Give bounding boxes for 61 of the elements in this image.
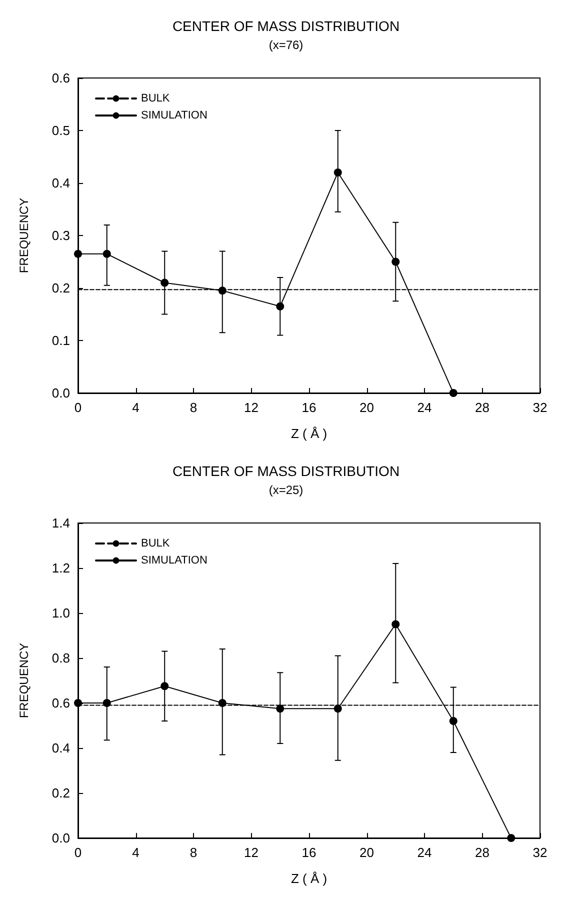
point xyxy=(449,717,458,725)
x-tick-label: 4 xyxy=(132,845,140,860)
point xyxy=(102,699,111,707)
y-tick-label: 1.4 xyxy=(52,516,70,530)
x-tick-label: 16 xyxy=(302,845,316,860)
y-tick-label: 0.3 xyxy=(52,228,70,243)
x-tick-label: 0 xyxy=(74,845,82,860)
point xyxy=(449,389,458,397)
x-axis-title: Z ( Å ) xyxy=(290,426,328,441)
y-tick-label: 0.4 xyxy=(52,740,70,756)
x-tick-label: 12 xyxy=(244,400,258,415)
point xyxy=(276,302,284,310)
y-tick-label: 0.2 xyxy=(52,280,70,296)
y-tick-label: 0.0 xyxy=(52,386,70,400)
x-tick-label: 24 xyxy=(417,400,432,415)
y-tick-label: 0.8 xyxy=(52,650,70,666)
point xyxy=(160,278,169,287)
chart-title: CENTER OF MASS DISTRIBUTION xyxy=(172,463,400,479)
point xyxy=(334,168,342,176)
x-tick-label: 8 xyxy=(190,845,198,860)
point xyxy=(160,682,169,690)
point xyxy=(334,704,342,713)
point xyxy=(218,286,226,295)
y-tick-label: 0.4 xyxy=(52,176,70,190)
point xyxy=(507,834,516,842)
x-tick-label: 32 xyxy=(532,400,548,415)
x-tick-label: 8 xyxy=(190,400,198,415)
point xyxy=(102,250,111,258)
point xyxy=(392,620,400,628)
y-tick-label: 0.1 xyxy=(52,333,70,348)
x-tick-label: 0 xyxy=(74,400,82,415)
x-tick-label: 28 xyxy=(475,400,490,415)
x-tick-label: 24 xyxy=(417,845,432,860)
x-tick-label: 32 xyxy=(532,845,548,860)
legend-label: BULK xyxy=(141,92,170,104)
point xyxy=(74,250,82,258)
legend-label: SIMULATION xyxy=(141,110,208,122)
legend-label: SIMULATION xyxy=(141,554,208,566)
x-tick-label: 20 xyxy=(360,845,374,860)
y-tick-label: 0.0 xyxy=(52,830,70,846)
y-axis-title: FREQUENCY xyxy=(17,198,31,274)
x-tick-label: 12 xyxy=(244,845,258,860)
chart-subtitle: (x=25) xyxy=(268,483,304,497)
x-tick-label: 28 xyxy=(475,845,490,860)
point xyxy=(276,704,284,713)
y-tick-label: 1.2 xyxy=(52,560,70,576)
y-tick-label: 0.5 xyxy=(52,123,70,138)
chart-title: CENTER OF MASS DISTRIBUTION xyxy=(172,18,400,34)
y-axis-title: FREQUENCY xyxy=(17,642,31,718)
chart-subtitle: (x=76) xyxy=(268,38,304,52)
point xyxy=(392,258,400,266)
y-tick-label: 0.6 xyxy=(52,70,70,86)
point xyxy=(218,699,226,707)
y-tick-label: 1.0 xyxy=(52,606,70,620)
x-tick-label: 16 xyxy=(302,400,316,415)
y-tick-label: 0.6 xyxy=(52,696,70,710)
legend-label: BULK xyxy=(141,538,170,550)
x-axis-title: Z ( Å ) xyxy=(290,871,328,886)
y-tick-label: 0.2 xyxy=(52,786,70,800)
x-tick-label: 20 xyxy=(360,400,374,415)
x-tick-label: 4 xyxy=(132,400,140,415)
